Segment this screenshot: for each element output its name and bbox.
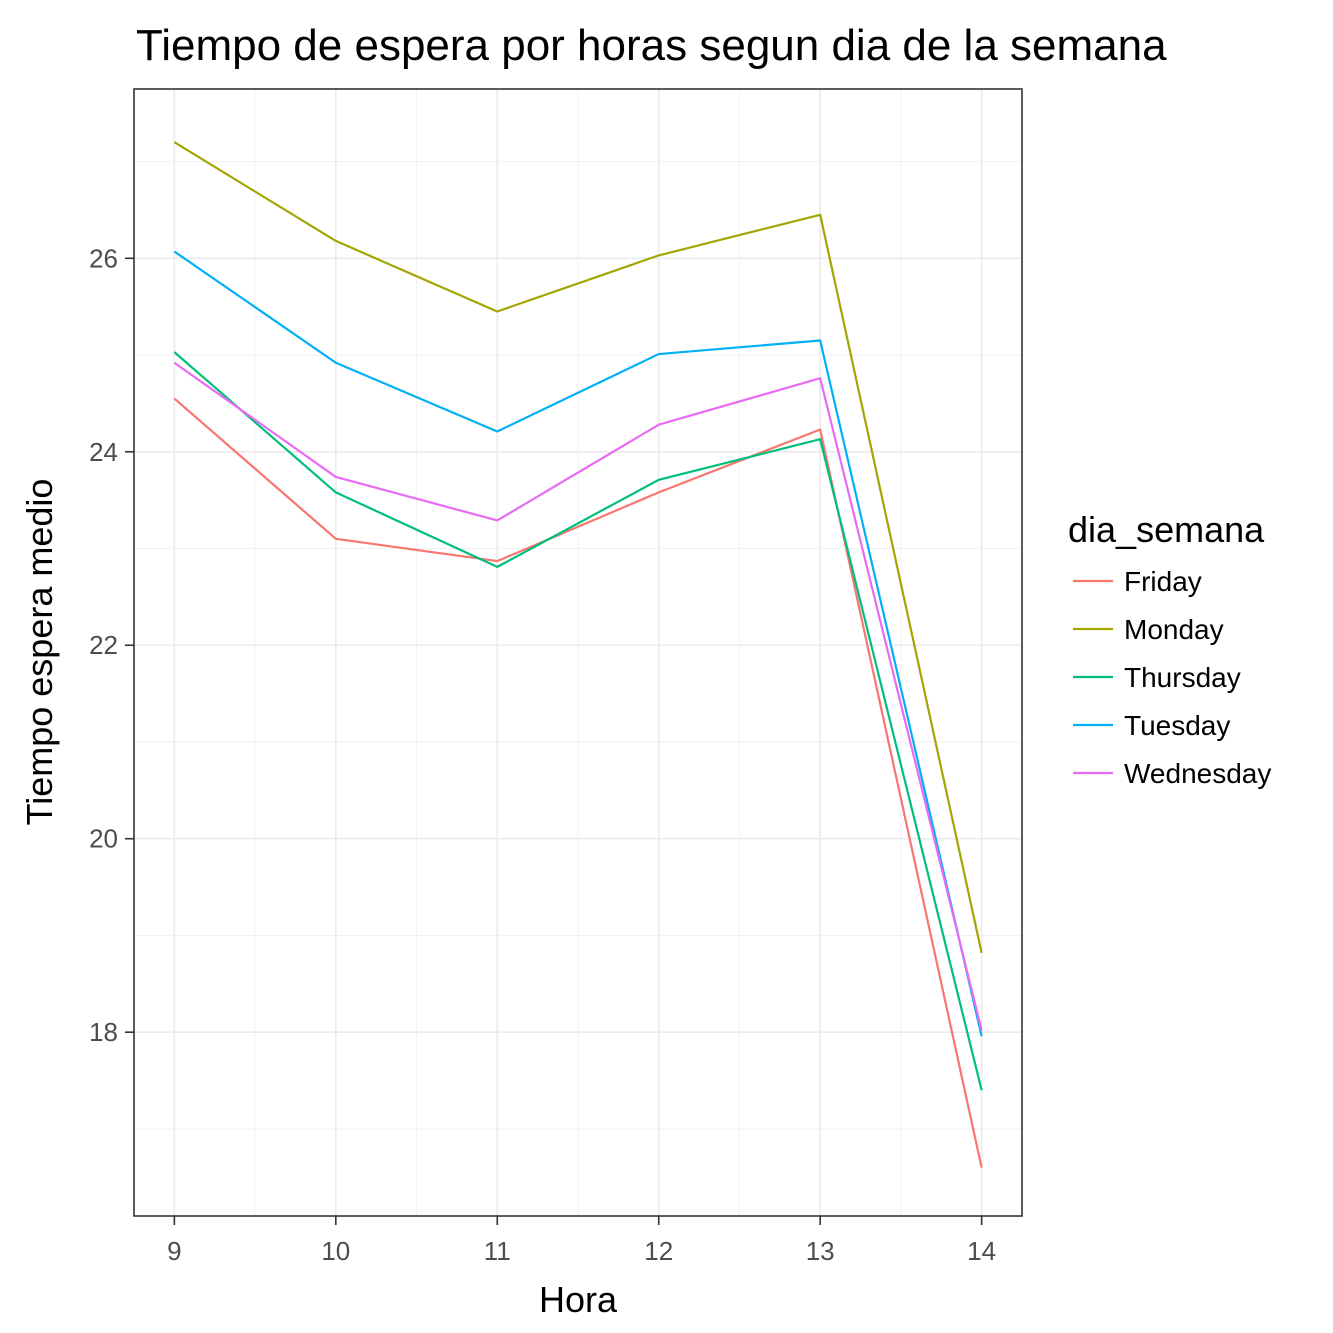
x-tick-label: 12 xyxy=(644,1236,673,1266)
x-tick-label: 14 xyxy=(967,1236,996,1266)
y-tick-label: 22 xyxy=(89,630,118,660)
legend-label-friday: Friday xyxy=(1124,566,1202,597)
series-line-thursday xyxy=(173,351,983,1091)
legend-title: dia_semana xyxy=(1068,509,1265,550)
chart-title: Tiempo de espera por horas segun dia de … xyxy=(136,21,1167,70)
x-axis-title: Hora xyxy=(539,1279,618,1320)
legend-label-thursday: Thursday xyxy=(1124,662,1241,693)
legend-label-tuesday: Tuesday xyxy=(1124,710,1230,741)
x-axis: 9 10 11 12 13 14 xyxy=(167,1216,996,1266)
x-tick-label: 9 xyxy=(167,1236,181,1266)
legend-label-monday: Monday xyxy=(1124,614,1224,645)
minor-gridlines xyxy=(134,89,1022,1216)
legend-label-wednesday: Wednesday xyxy=(1124,758,1271,789)
series-lines xyxy=(173,141,983,1168)
x-tick-label: 11 xyxy=(484,1236,511,1266)
y-tick-label: 20 xyxy=(89,824,118,854)
series-line-monday xyxy=(173,141,983,954)
y-tick-label: 18 xyxy=(89,1017,118,1047)
y-tick-label: 26 xyxy=(89,243,118,273)
major-gridlines xyxy=(134,89,1022,1216)
panel-border xyxy=(133,88,1023,1217)
series-line-tuesday xyxy=(173,250,983,1037)
y-axis-title: Tiempo espera medio xyxy=(19,479,60,826)
series-line-friday xyxy=(173,397,983,1168)
x-tick-label: 13 xyxy=(806,1236,835,1266)
x-tick-label: 10 xyxy=(321,1236,350,1266)
legend: dia_semana Friday Monday Thursday Tuesday We… xyxy=(1068,509,1271,789)
legend-items: Friday Monday Thursday Tuesday Wednesday xyxy=(1073,566,1271,789)
y-tick-label: 24 xyxy=(89,437,118,467)
series-line-wednesday xyxy=(173,361,983,1031)
plot-panel xyxy=(133,88,1023,1217)
y-axis: 18 20 22 24 26 xyxy=(89,243,134,1047)
